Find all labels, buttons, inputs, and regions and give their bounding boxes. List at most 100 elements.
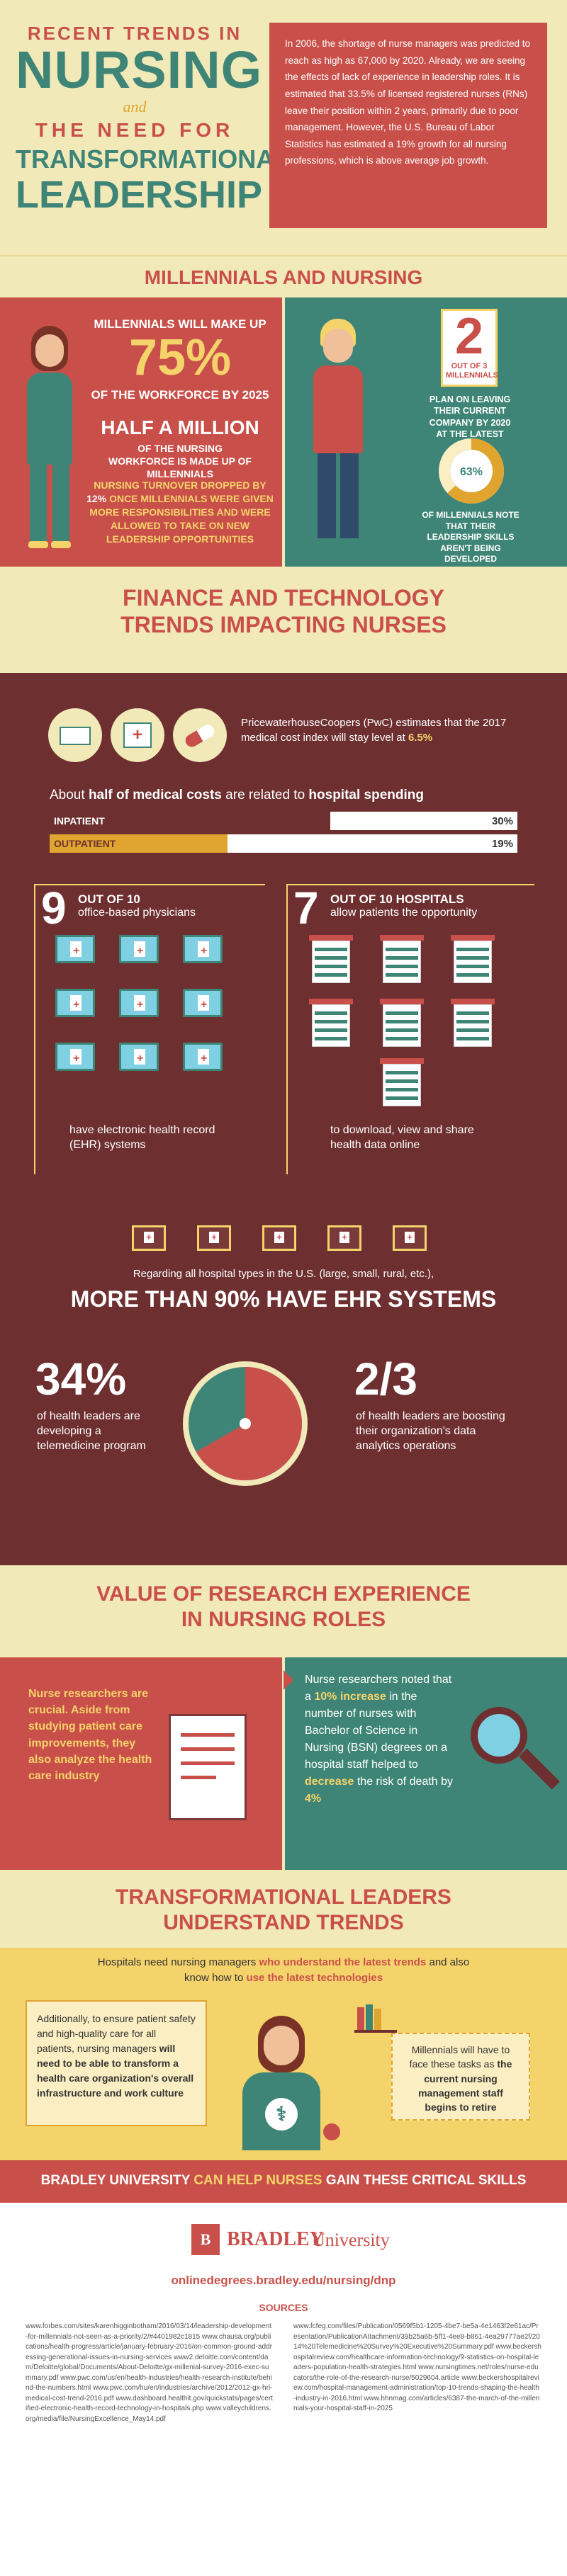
stat-23-text: of health leaders are boosting their org… bbox=[356, 1410, 505, 1452]
hospital-building-icon bbox=[309, 935, 353, 985]
bar-pct-outpatient: 19% bbox=[491, 838, 513, 850]
banner-b: CAN HELP NURSES bbox=[193, 2173, 322, 2188]
bar-label-inpatient: INPATIENT bbox=[54, 815, 105, 827]
nine-foot: have electronic health record (EHR) syst… bbox=[69, 1124, 215, 1151]
research-left-text: Nurse researchers are crucial. Aside fro… bbox=[28, 1688, 152, 1782]
hospital-building-icon bbox=[380, 935, 424, 985]
research-r2: in the number of nurses with Bachelor of… bbox=[305, 1691, 447, 1771]
millennials-left-panel: MILLENNIALS WILL MAKE UP 75% OF THE WORK… bbox=[0, 297, 282, 567]
computer-screen-icon: + bbox=[119, 1043, 159, 1071]
transform-section: Hospitals need nursing managers who unde… bbox=[0, 1948, 567, 2160]
finance-title1: FINANCE AND TECHNOLOGY bbox=[123, 585, 444, 611]
transform-left-text: Additionally, to ensure patient safety a… bbox=[37, 2012, 196, 2101]
banner-text: BRADLEY UNIVERSITY CAN HELP NURSES GAIN … bbox=[0, 2173, 567, 2189]
transform-right-text: Millennials will have to face these task… bbox=[401, 2043, 520, 2114]
bar-fill-inpatient bbox=[50, 812, 330, 830]
pwc-text: PricewaterhouseCoopers (PwC) estimates t… bbox=[241, 715, 539, 745]
turnover-rest: ONCE MILLENNIALS WERE GIVEN MORE RESPONS… bbox=[89, 492, 274, 545]
header-line1: RECENT TRENDS IN bbox=[27, 23, 242, 44]
millennial-figure bbox=[306, 319, 370, 552]
transform-top-b1: who understand the latest trends bbox=[259, 1956, 427, 1968]
ehr-big-text: MORE THAN 90% HAVE EHR SYSTEMS bbox=[70, 1286, 497, 1312]
nine-sub2: office-based physicians bbox=[78, 907, 196, 919]
two-sub: OUT OF 3 MILLENNIALS bbox=[446, 362, 498, 380]
transform-title-band: TRANSFORMATIONAL LEADERS UNDERSTAND TREN… bbox=[0, 1870, 567, 1948]
hospital-building-icon bbox=[451, 999, 495, 1048]
research-r1: Nurse researchers noted that a bbox=[305, 1674, 452, 1703]
banner-c: GAIN THESE CRITICAL SKILLS bbox=[325, 2173, 527, 2188]
transform-title1: TRANSFORMATIONAL LEADERS bbox=[116, 1885, 451, 1909]
header-line3: THE NEED FOR bbox=[35, 119, 235, 141]
finance-section: + PricewaterhouseCoopers (PwC) estimates… bbox=[0, 673, 567, 1565]
transform-title2: UNDERSTAND TRENDS bbox=[163, 1911, 404, 1934]
sources-right: www.fcfeg.com/files/Publication/0569f5b1… bbox=[293, 2322, 541, 2412]
document-icon bbox=[169, 1714, 247, 1820]
bar-fill-outpatient bbox=[50, 834, 228, 853]
magnifier-handle bbox=[519, 1748, 560, 1790]
donut-sub: OF MILLENNIALS NOTE THAT THEIR LEADERSHI… bbox=[422, 510, 520, 564]
money-icon bbox=[48, 708, 102, 762]
bradley-logo: B BRADLEY University bbox=[191, 2224, 390, 2259]
half-costs-b1: half of medical costs bbox=[88, 788, 222, 802]
transform-right-a: Millennials will have to face these task… bbox=[409, 2044, 510, 2070]
finance-title2: TRENDS IMPACTING NURSES bbox=[120, 612, 447, 637]
millennials-75-pct: 75% bbox=[128, 329, 232, 386]
laptop-icon: + bbox=[262, 1225, 296, 1251]
two-number: 2 bbox=[454, 308, 484, 365]
millennials-right-panel: 2 OUT OF 3 MILLENNIALS PLAN ON LEAVING T… bbox=[285, 297, 567, 567]
pwc-text-body: PricewaterhouseCoopers (PwC) estimates t… bbox=[241, 717, 507, 744]
physicians-panel: 9 OUT OF 10 office-based physicians have… bbox=[34, 884, 265, 1174]
nurse-figure bbox=[21, 326, 78, 552]
hospitals-panel: 7 OUT OF 10 HOSPITALS allow patients the… bbox=[286, 884, 534, 1174]
nine-number: 9 bbox=[41, 883, 67, 934]
all-types-text: Regarding all hospital types in the U.S.… bbox=[133, 1268, 434, 1280]
banner-a: BRADLEY UNIVERSITY bbox=[40, 2173, 191, 2188]
hospital-building-icon bbox=[380, 1058, 424, 1108]
research-title2: IN NURSING ROLES bbox=[181, 1608, 386, 1631]
plan-text: PLAN ON LEAVING THEIR CURRENT COMPANY BY… bbox=[429, 395, 511, 439]
pie-center bbox=[240, 1418, 251, 1429]
research-r3: the risk of death by bbox=[357, 1776, 454, 1788]
seven-sub1: OUT OF 10 HOSPITALS bbox=[330, 892, 464, 906]
pill-icon bbox=[173, 708, 227, 762]
millennials-l2: OF THE WORKFORCE BY 2025 bbox=[91, 388, 269, 402]
footer-url-link[interactable]: onlinedegrees.bradley.edu/nursing/dnp bbox=[171, 2274, 396, 2287]
magnifier-icon bbox=[471, 1707, 527, 1764]
header-section: RECENT TRENDS IN NURSING and THE NEED FO… bbox=[0, 0, 567, 255]
turnover-lead: NURSING TURNOVER DROPPED BY bbox=[94, 480, 266, 491]
transform-left-a: Additionally, to ensure patient safety a… bbox=[37, 2013, 196, 2054]
header-nursing: NURSING bbox=[16, 40, 263, 99]
computer-screen-icon: + bbox=[119, 989, 159, 1017]
nine-sub1: OUT OF 10 bbox=[78, 892, 140, 906]
donut-chart: 63% bbox=[439, 438, 504, 504]
bar-label-outpatient: OUTPATIENT bbox=[54, 838, 116, 849]
research-r-pct: 10% increase bbox=[314, 1691, 386, 1703]
donut-hole bbox=[450, 450, 493, 492]
millennials-section: MILLENNIALS WILL MAKE UP 75% OF THE WORK… bbox=[0, 297, 567, 567]
pwc-pct: 6.5% bbox=[408, 732, 433, 744]
hospital-building-icon bbox=[451, 935, 495, 985]
computer-screen-icon: + bbox=[55, 989, 95, 1017]
stat-34-text: of health leaders are developing a telem… bbox=[37, 1410, 146, 1452]
half-a-million: HALF A MILLION bbox=[101, 416, 259, 438]
bradley-banner: BRADLEY UNIVERSITY CAN HELP NURSES GAIN … bbox=[0, 2160, 567, 2203]
header-and: and bbox=[123, 98, 147, 115]
half-costs-text: About half of medical costs are related … bbox=[50, 788, 517, 803]
bar-row-outpatient: OUTPATIENT 19% bbox=[50, 834, 517, 853]
transform-left-b: will need to be able to transform a heal… bbox=[37, 2043, 194, 2099]
seven-number: 7 bbox=[293, 883, 319, 934]
half-costs-b2: hospital spending bbox=[308, 788, 424, 802]
bookshelf-icon bbox=[354, 2004, 397, 2033]
logo-bradley: BRADLEY bbox=[227, 2228, 324, 2250]
transform-right-box: Millennials will have to face these task… bbox=[391, 2033, 530, 2121]
research-section: Nurse researchers are crucial. Aside fro… bbox=[0, 1657, 567, 1870]
logo-university: University bbox=[312, 2230, 390, 2250]
intro-text: In 2006, the shortage of nurse managers … bbox=[285, 38, 530, 166]
computer-screen-icon: + bbox=[55, 1043, 95, 1071]
transform-top2: and also know how to bbox=[184, 1956, 470, 1984]
computer-screen-icon: + bbox=[183, 1043, 223, 1071]
research-r-dec: decrease bbox=[305, 1776, 354, 1788]
donut-label: 63% bbox=[460, 466, 483, 478]
stat-34-number: 34% bbox=[35, 1354, 127, 1405]
transform-right-b: the current nursing management staff beg… bbox=[418, 2058, 512, 2113]
